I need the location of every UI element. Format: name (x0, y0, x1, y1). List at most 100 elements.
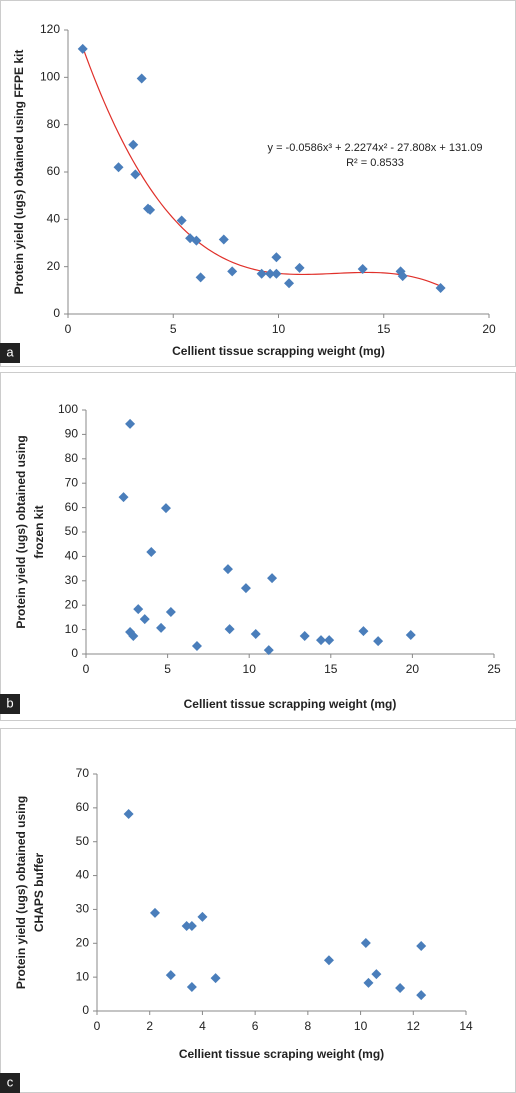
point (136, 73, 147, 84)
point (316, 635, 327, 646)
y-tick-label: 100 (58, 402, 78, 416)
point (165, 970, 176, 981)
y-tick-label: 100 (40, 70, 60, 84)
y-axis-label: CHAPS buffer (32, 853, 46, 933)
panel-label-box (0, 1073, 20, 1093)
point (222, 564, 233, 575)
point (176, 215, 187, 226)
y-tick-label: 30 (76, 902, 90, 916)
y-tick-label: 20 (47, 259, 61, 273)
point (263, 645, 274, 656)
panel-label: c (7, 1074, 14, 1089)
x-tick-label: 0 (83, 662, 90, 676)
x-tick-label: 10 (354, 1019, 368, 1033)
point (397, 271, 408, 282)
point (165, 607, 176, 618)
x-tick-label: 5 (164, 662, 171, 676)
y-tick-label: 50 (65, 524, 79, 538)
y-tick-label: 60 (76, 800, 90, 814)
x-tick-label: 15 (377, 322, 391, 336)
point (358, 626, 369, 637)
point (133, 604, 144, 615)
y-tick-label: 40 (65, 549, 79, 563)
point (224, 624, 235, 635)
y-tick-label: 20 (65, 597, 79, 611)
point (240, 583, 251, 594)
point (156, 622, 167, 633)
y-tick-label: 40 (76, 868, 90, 882)
point (77, 43, 88, 54)
point (128, 139, 139, 150)
point (323, 955, 334, 966)
point (271, 252, 282, 263)
x-axis-label: Cellient tissue scrapping weight (mg) (184, 697, 397, 711)
x-axis-label: Cellient tissue scrapping weight (mg) (172, 344, 385, 358)
y-tick-label: 10 (76, 969, 90, 983)
y-axis-label: Protein yield (ugs) obtained using (14, 796, 28, 989)
x-tick-label: 12 (407, 1019, 421, 1033)
point (299, 630, 310, 641)
x-tick-label: 14 (459, 1019, 473, 1033)
point (265, 268, 276, 279)
y-tick-label: 50 (76, 834, 90, 848)
y-tick-label: 10 (65, 622, 79, 636)
point (357, 264, 368, 275)
y-tick-label: 40 (47, 212, 61, 226)
x-tick-label: 10 (272, 322, 286, 336)
point (197, 911, 208, 922)
point (210, 973, 221, 984)
x-tick-label: 8 (305, 1019, 312, 1033)
point (250, 628, 261, 639)
y-axis-label: frozen kit (32, 505, 46, 558)
point (227, 266, 238, 277)
panel-label-box (0, 694, 20, 714)
x-tick-label: 2 (146, 1019, 153, 1033)
point (324, 635, 335, 646)
point (186, 981, 197, 992)
point (146, 547, 157, 558)
y-tick-label: 60 (47, 164, 61, 178)
x-tick-label: 25 (487, 662, 501, 676)
y-tick-label: 70 (65, 475, 79, 489)
x-tick-label: 20 (482, 322, 496, 336)
point (373, 636, 384, 647)
point (371, 969, 382, 980)
point (118, 492, 129, 503)
x-tick-label: 6 (252, 1019, 259, 1033)
y-tick-label: 120 (40, 22, 60, 36)
x-tick-label: 5 (170, 322, 177, 336)
point (123, 808, 134, 819)
point (130, 169, 141, 180)
point (128, 630, 139, 641)
point (195, 272, 206, 283)
point (191, 235, 202, 246)
point (181, 921, 192, 932)
trend-equation: y = -0.0586x³ + 2.2274x² - 27.808x + 131… (268, 142, 483, 154)
point (160, 503, 171, 514)
y-tick-label: 80 (65, 451, 79, 465)
panel-label-box (0, 343, 20, 363)
y-tick-label: 60 (65, 500, 79, 514)
y-tick-label: 0 (71, 646, 78, 660)
r-squared: R² = 0.8533 (346, 157, 404, 169)
point (363, 977, 374, 988)
x-tick-label: 20 (406, 662, 420, 676)
point (294, 262, 305, 273)
point (256, 268, 267, 279)
y-tick-label: 90 (65, 427, 79, 441)
y-tick-label: 30 (65, 573, 79, 587)
x-axis-label: Cellient tissue scraping weight (mg) (179, 1047, 384, 1061)
point (186, 921, 197, 932)
point (360, 937, 371, 948)
point (435, 282, 446, 293)
point (271, 268, 282, 279)
x-tick-label: 15 (324, 662, 338, 676)
point (149, 907, 160, 918)
point (139, 614, 150, 625)
x-tick-label: 10 (243, 662, 257, 676)
y-tick-label: 80 (47, 117, 61, 131)
x-tick-label: 0 (65, 322, 72, 336)
y-axis-label: Protein yield (ugs) obtained using (14, 435, 28, 628)
